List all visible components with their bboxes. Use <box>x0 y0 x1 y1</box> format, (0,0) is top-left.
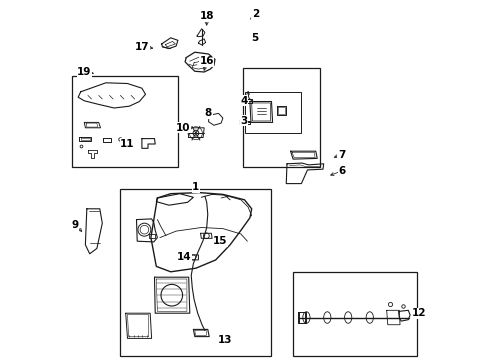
Text: 9: 9 <box>72 220 79 230</box>
Text: 11: 11 <box>120 139 135 149</box>
Bar <box>242 68 320 167</box>
Text: 17: 17 <box>134 42 149 52</box>
Text: 7: 7 <box>337 150 345 160</box>
Text: 15: 15 <box>213 236 227 246</box>
Text: 19: 19 <box>77 67 91 77</box>
Text: 4: 4 <box>240 96 247 106</box>
Bar <box>72 76 178 167</box>
Text: 6: 6 <box>337 166 345 176</box>
Text: 13: 13 <box>217 335 231 345</box>
Text: 1: 1 <box>192 182 199 192</box>
Text: 16: 16 <box>199 56 214 66</box>
Text: 10: 10 <box>176 123 190 133</box>
Text: 2: 2 <box>251 9 258 19</box>
Bar <box>244 92 301 133</box>
Text: 3: 3 <box>240 116 247 126</box>
Text: 14: 14 <box>177 252 191 262</box>
Text: 5: 5 <box>251 33 258 43</box>
Bar <box>292 272 416 356</box>
Text: 18: 18 <box>199 11 214 21</box>
Text: 12: 12 <box>411 308 426 318</box>
Text: 8: 8 <box>204 108 212 118</box>
Bar <box>120 189 271 356</box>
